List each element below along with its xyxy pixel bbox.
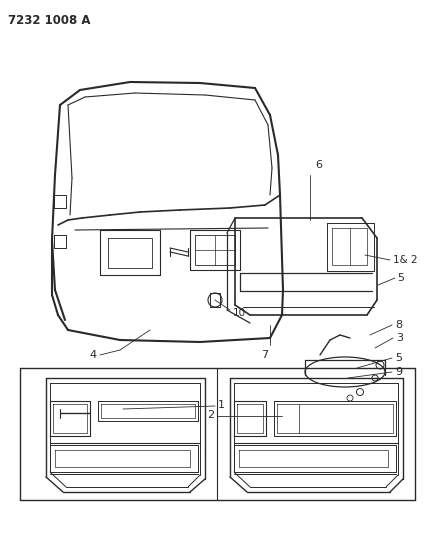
Text: 2: 2: [207, 410, 214, 420]
Text: 7232 1008 A: 7232 1008 A: [8, 14, 90, 27]
Text: 8: 8: [395, 320, 402, 330]
Text: 3: 3: [396, 333, 403, 343]
Text: 1: 1: [218, 400, 225, 410]
Text: 7: 7: [262, 350, 268, 360]
Text: 5: 5: [395, 353, 402, 363]
Text: 4: 4: [90, 350, 97, 360]
Text: 1& 2: 1& 2: [393, 255, 418, 265]
Text: 6: 6: [315, 160, 322, 170]
Text: 9: 9: [395, 367, 402, 377]
Text: 5: 5: [397, 273, 404, 283]
Text: 10: 10: [233, 308, 246, 318]
